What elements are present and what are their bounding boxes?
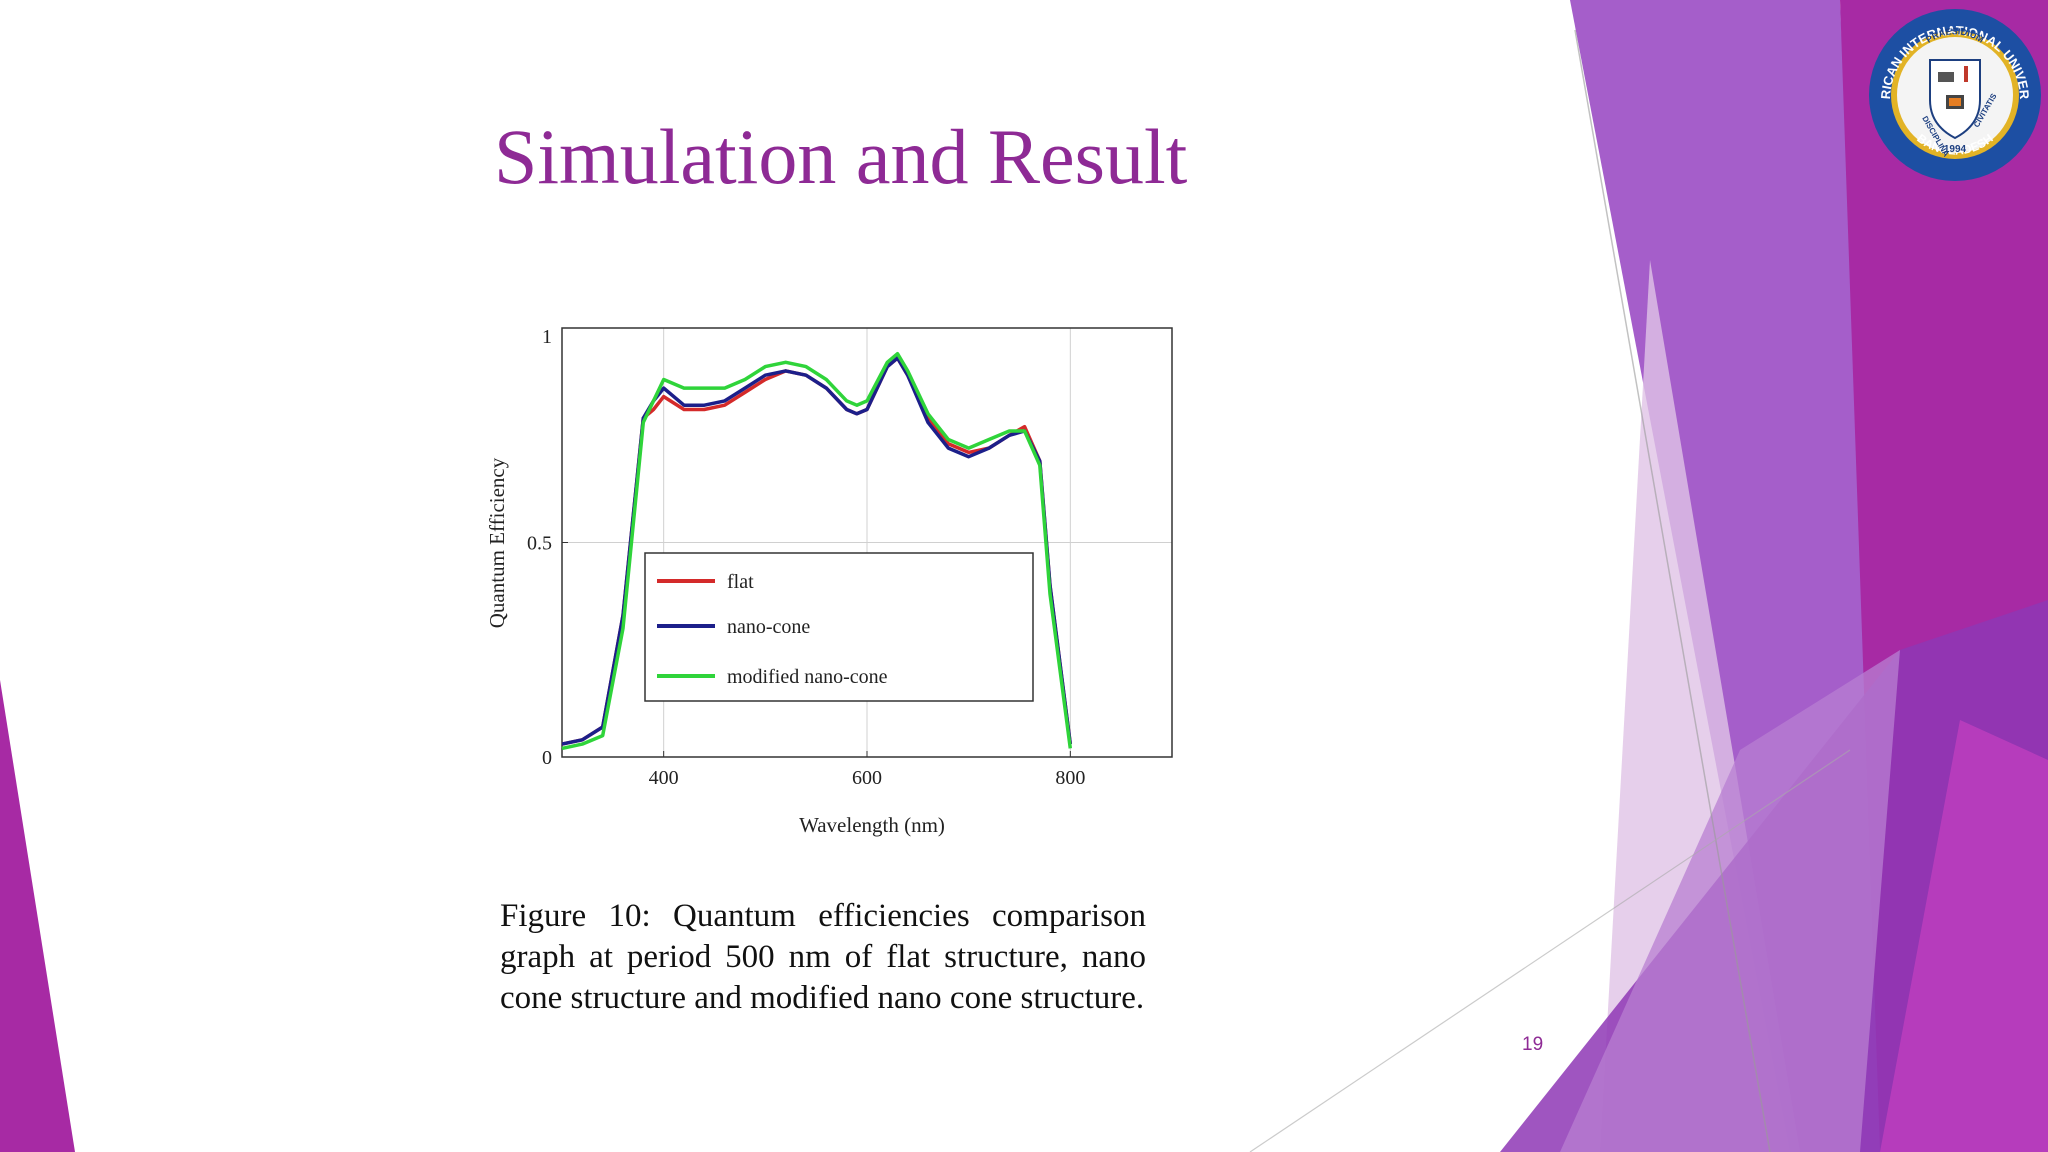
y-tick-label: 1	[542, 326, 552, 348]
quantum-efficiency-chart: 400 600 800 0 0.5 1 flat nano-cone modified nan…	[485, 326, 1173, 837]
x-tick-label: 600	[852, 767, 882, 789]
series-line-modified-nano-cone	[561, 351, 1073, 751]
x-axis-label: Wavelength (nm)	[799, 813, 945, 837]
right-pink-accent	[1880, 720, 2048, 1152]
logo-book-icon	[1938, 72, 1954, 82]
legend-label: flat	[727, 571, 754, 593]
y-tick-label: 0	[542, 747, 552, 769]
legend-label: modified nano-cone	[727, 666, 888, 688]
legend-label: nano-cone	[727, 616, 810, 638]
chart-ticks: 400 600 800 0 0.5 1	[527, 326, 1085, 789]
y-tick-label: 0.5	[527, 533, 552, 555]
thin-decor-line-2	[1249, 749, 1851, 1152]
x-tick-label: 800	[1055, 767, 1085, 789]
chart-legend: flat nano-cone modified nano-cone	[644, 552, 1034, 702]
logo-torch-icon	[1964, 66, 1968, 82]
slide-title: Simulation and Result	[494, 113, 1188, 200]
logo-computer-screen	[1949, 98, 1961, 106]
university-logo: AMERICAN INTERNATIONAL UNIVERSITY BANGLA…	[1860, 0, 2041, 181]
logo-year-text: 1994	[1944, 144, 1967, 155]
page-number: 19	[1522, 1034, 1544, 1055]
right-lower-light	[1560, 650, 1900, 1152]
y-axis-label: Quantum Efficiency	[485, 457, 509, 628]
chart-series	[561, 351, 1073, 751]
figure-caption: Figure 10: Quantum efficiencies comparis…	[500, 898, 1146, 1016]
left-magenta-triangle	[0, 680, 75, 1152]
thin-decor-line-1	[1574, 29, 1771, 1152]
x-tick-label: 400	[649, 767, 679, 789]
